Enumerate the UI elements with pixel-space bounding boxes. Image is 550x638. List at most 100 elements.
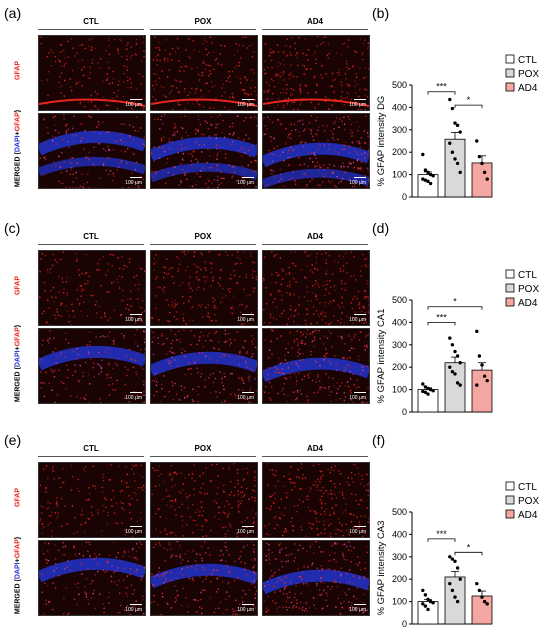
gfap-speck: [341, 121, 342, 122]
gfap-speck: [256, 125, 257, 126]
gfap-speck: [288, 318, 289, 319]
gfap-speck: [80, 186, 81, 187]
gfap-speck: [306, 496, 307, 497]
gfap-speck: [351, 521, 352, 522]
merged-image: 100 μm: [150, 328, 258, 404]
gfap-speck: [359, 302, 360, 303]
gfap-speck: [301, 467, 302, 468]
gfap-speck: [60, 51, 61, 52]
data-point: [459, 130, 462, 133]
legend-label: CTL: [518, 270, 537, 281]
gfap-speck: [119, 268, 120, 269]
gfap-speck: [121, 124, 122, 125]
gfap-speck: [307, 374, 308, 375]
gfap-speck: [218, 349, 219, 350]
gfap-speck: [296, 363, 297, 364]
gfap-speck: [210, 340, 211, 341]
gfap-speck: [178, 60, 179, 61]
gfap-speck: [223, 485, 224, 486]
gfap-speck: [311, 264, 312, 265]
gfap-speck: [294, 391, 295, 392]
gfap-speck: [296, 57, 297, 58]
column-underline: [38, 29, 144, 30]
gfap-speck: [309, 128, 310, 129]
gfap-speck: [283, 107, 284, 108]
gfap-speck: [301, 269, 302, 270]
gfap-speck: [177, 149, 178, 150]
gfap-speck: [289, 284, 290, 285]
gfap-speck: [88, 352, 89, 353]
gfap-speck: [335, 79, 336, 80]
gfap-speck: [263, 526, 264, 527]
gfap-speck: [173, 532, 174, 533]
gfap-speck: [86, 594, 87, 595]
gfap-speck: [284, 377, 285, 378]
gfap-speck: [187, 396, 188, 397]
gfap-speck: [118, 552, 119, 553]
gfap-speck: [245, 536, 246, 537]
gfap-speck: [243, 383, 244, 384]
gfap-speck: [109, 592, 110, 593]
gfap-speck: [316, 310, 317, 311]
gfap-speck: [284, 508, 285, 509]
gfap-speck: [87, 173, 88, 174]
gfap-speck: [243, 546, 244, 547]
gfap-speck: [109, 292, 110, 293]
gfap-speck: [336, 497, 337, 498]
gfap-speck: [311, 129, 312, 130]
gfap-speck: [77, 583, 78, 584]
gfap-speck: [263, 309, 264, 310]
gfap-speck: [123, 579, 124, 580]
gfap-speck: [58, 315, 59, 316]
gfap-speck: [222, 581, 223, 582]
gfap-speck: [60, 167, 61, 168]
gfap-speck: [177, 102, 178, 103]
gfap-speck: [108, 157, 109, 158]
gfap-speck: [355, 92, 356, 93]
gfap-speck: [228, 77, 229, 78]
gfap-speck: [193, 599, 194, 600]
gfap-speck: [354, 296, 355, 297]
gfap-speck: [196, 88, 197, 89]
gfap-speck: [125, 355, 126, 356]
gfap-speck: [273, 171, 274, 172]
gfap-speck: [334, 511, 335, 512]
gfap-speck: [110, 170, 111, 171]
gfap-speck: [336, 504, 337, 505]
gfap-speck: [137, 559, 138, 560]
gfap-speck: [269, 563, 270, 564]
gfap-speck: [230, 278, 231, 279]
gfap-speck: [135, 54, 136, 55]
gfap-speck: [126, 48, 127, 49]
gfap-speck: [209, 138, 210, 139]
gfap-speck: [338, 571, 339, 572]
gfap-speck: [343, 117, 344, 118]
gfap-speck: [79, 381, 80, 382]
gfap-speck: [72, 375, 73, 376]
gfap-speck: [53, 337, 54, 338]
gfap-speck: [317, 529, 318, 530]
gfap-speck: [47, 95, 48, 96]
gfap-speck: [291, 263, 292, 264]
gfap-speck: [289, 607, 290, 608]
gfap-speck: [319, 302, 320, 303]
scale-bar: 100 μm: [125, 529, 142, 535]
gfap-speck: [306, 265, 307, 266]
gfap-speck: [320, 44, 321, 45]
gfap-speck: [254, 160, 255, 161]
gfap-speck: [331, 560, 332, 561]
gfap-speck: [193, 579, 194, 580]
gfap-speck: [236, 43, 237, 44]
gfap-speck: [286, 273, 287, 274]
gfap-speck: [313, 523, 314, 524]
gfap-speck: [247, 517, 248, 518]
gfap-speck: [45, 142, 46, 143]
gfap-speck: [171, 580, 172, 581]
gfap-speck: [242, 521, 243, 522]
gfap-speck: [269, 119, 270, 120]
gfap-speck: [200, 90, 201, 91]
gfap-speck: [69, 187, 70, 188]
gfap-speck: [363, 594, 364, 595]
gfap-speck: [208, 135, 209, 136]
gfap-speck: [269, 322, 270, 323]
